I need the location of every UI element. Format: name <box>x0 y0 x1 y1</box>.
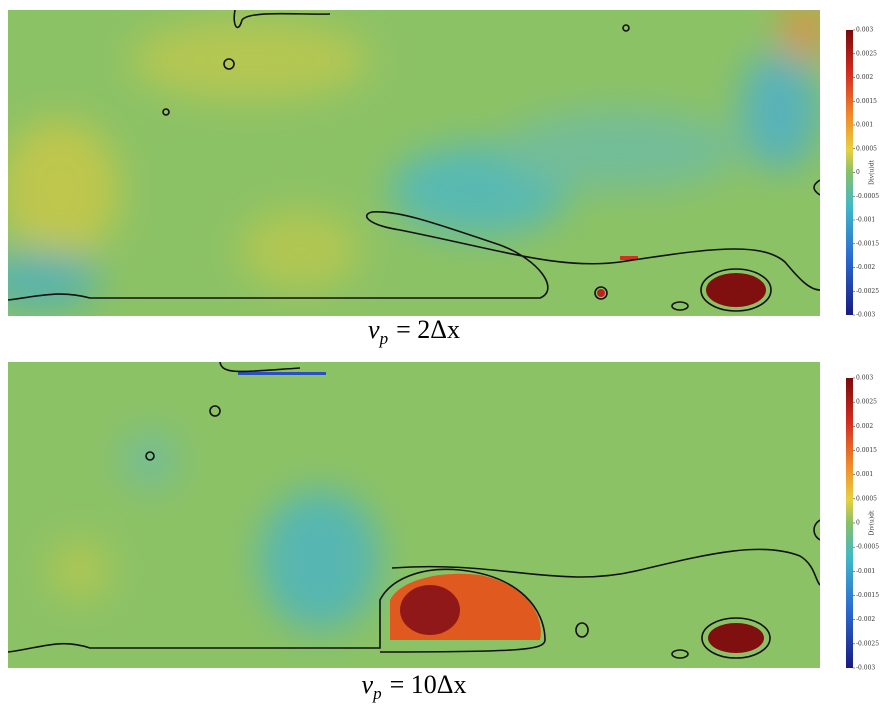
caption-variable: v <box>368 315 380 344</box>
colorbar-tick-label: -0.0015 <box>856 592 879 599</box>
field-plot <box>8 362 820 668</box>
caption-variable: v <box>362 670 374 699</box>
colorbar <box>846 30 853 315</box>
colorbar-tick-label: 0.0015 <box>856 447 877 454</box>
colorbar-tick-label: -0.0005 <box>856 544 879 551</box>
colorbar-tick-label: -0.0025 <box>856 640 879 647</box>
panel: 0.003 0.0025 0.002 0.0015 0.001 0.0005 0 -0.000… <box>368 27 879 349</box>
caption-subscript: p <box>372 684 382 703</box>
colorbar-tick-label: 0.0025 <box>856 50 877 57</box>
colorbar <box>846 378 853 668</box>
colorbar-tick-label: -0.0015 <box>856 240 879 247</box>
colorbar-tick-label: 0.0015 <box>856 98 877 105</box>
colorbar-tick-label: -0.0025 <box>856 288 879 295</box>
colorbar-tick-label: 0.001 <box>856 122 873 129</box>
colorbar-tick-label: -0.002 <box>856 616 875 623</box>
colorbar-tick-label: 0.001 <box>856 471 873 478</box>
colorbar-tick-label: -0.001 <box>856 568 875 575</box>
colorbar-tick-label: 0.002 <box>856 74 873 81</box>
field-plot <box>8 10 820 316</box>
colorbar-tick-label: -0.003 <box>856 665 875 672</box>
colorbar-tick-label: 0.003 <box>856 27 873 34</box>
colorbar-tick-label: 0.002 <box>856 423 873 430</box>
colorbar-tick-label: -0.0005 <box>856 193 879 200</box>
caption-equation: = 2Δx <box>396 315 460 344</box>
colorbar-tick-label: -0.003 <box>856 312 875 319</box>
panel: 0.003 0.0025 0.002 0.0015 0.001 0.0005 0 -0.000… <box>362 375 880 704</box>
colorbar-label: Div(u)dt <box>869 510 876 536</box>
caption-equation: = 10Δx <box>390 670 467 699</box>
colorbar-tick-label: 0.003 <box>856 375 873 382</box>
colorbar-tick-label: 0.0005 <box>856 145 877 152</box>
caption-subscript: p <box>379 329 389 348</box>
colorbar-tick-label: -0.001 <box>856 217 875 224</box>
colorbar-tick-label: 0 <box>856 169 860 176</box>
colorbar-tick-label: 0.0025 <box>856 399 877 406</box>
colorbar-label: Div(u)dt <box>869 159 876 185</box>
colorbar-tick-label: -0.002 <box>856 264 875 271</box>
colorbar-tick-label: 0.0005 <box>856 495 877 502</box>
colorbar-tick-label: 0 <box>856 520 860 527</box>
caption: vp = 10Δx <box>362 670 467 703</box>
caption: vp = 2Δx <box>368 315 460 348</box>
